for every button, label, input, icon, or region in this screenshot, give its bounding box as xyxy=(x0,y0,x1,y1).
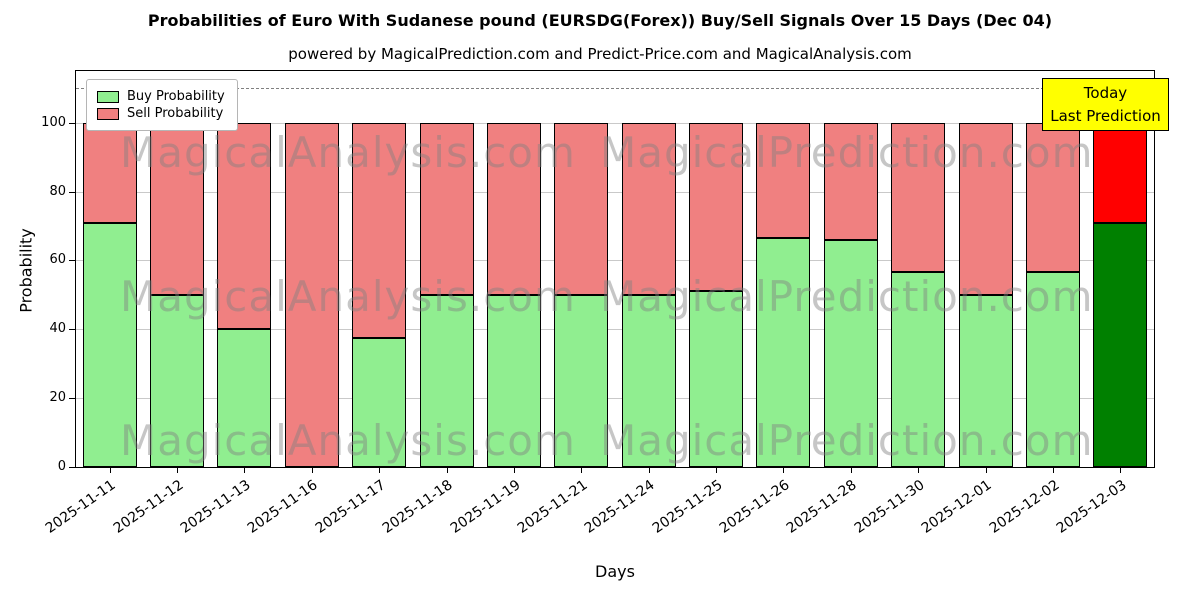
legend-swatch-sell xyxy=(97,107,119,120)
legend: Buy Probability Sell Probability xyxy=(86,79,238,131)
bar-buy-segment xyxy=(1025,272,1080,467)
bar-sell-segment xyxy=(756,122,811,238)
bar-sell-segment xyxy=(352,122,407,338)
x-tick-mark xyxy=(1120,468,1122,473)
bar-sell-segment xyxy=(554,122,609,295)
bar-buy-segment xyxy=(419,294,474,467)
bar-buy-segment xyxy=(82,222,137,467)
bar-buy-segment xyxy=(1093,222,1148,467)
x-tick-label: 2025-11-11 xyxy=(43,477,119,537)
bar-sell-segment xyxy=(823,122,878,240)
bar-sell-segment xyxy=(1093,122,1148,223)
legend-label-sell: Sell Probability xyxy=(127,106,224,121)
gridline xyxy=(76,329,1154,331)
x-tick-label: 2025-11-24 xyxy=(582,477,658,537)
y-tick-label: 100 xyxy=(41,114,66,130)
x-tick-mark xyxy=(581,468,583,473)
bar-sell-segment xyxy=(150,122,205,295)
x-tick-mark xyxy=(918,468,920,473)
bar-buy-segment xyxy=(823,239,878,467)
bar-sell-segment xyxy=(689,122,744,292)
legend-row-sell: Sell Probability xyxy=(97,106,225,121)
bar-sell-segment xyxy=(82,122,137,223)
y-tick-mark xyxy=(69,467,75,468)
x-tick-mark xyxy=(177,468,179,473)
bar-buy-segment xyxy=(352,337,407,467)
x-tick-mark xyxy=(446,468,448,473)
today-annotation-line1: Today xyxy=(1083,84,1128,102)
bar-buy-segment xyxy=(891,272,946,467)
plot-area: Buy Probability Sell Probability xyxy=(75,70,1155,468)
bar-sell-segment xyxy=(284,122,339,467)
bar-sell-segment xyxy=(621,122,676,295)
x-tick-mark xyxy=(985,468,987,473)
y-tick-label: 60 xyxy=(49,252,66,268)
x-tick-mark xyxy=(1052,468,1054,473)
bar-sell-segment xyxy=(958,122,1013,295)
gridline xyxy=(76,260,1154,262)
legend-label-buy: Buy Probability xyxy=(127,89,225,104)
x-tick-label: 2025-11-30 xyxy=(851,477,928,537)
x-tick-mark xyxy=(783,468,785,473)
legend-row-buy: Buy Probability xyxy=(97,89,225,104)
x-tick-label: 2025-11-13 xyxy=(177,477,254,537)
x-tick-label: 2025-12-01 xyxy=(918,477,995,537)
y-tick-mark xyxy=(69,260,75,262)
bar-sell-segment xyxy=(1025,122,1080,273)
bar-buy-segment xyxy=(486,294,541,467)
today-annotation: Today Last Prediction xyxy=(1042,78,1169,131)
x-tick-mark xyxy=(648,468,650,473)
x-tick-label: 2025-11-16 xyxy=(245,477,321,537)
x-tick-label: 2025-11-18 xyxy=(379,477,456,537)
y-tick-mark xyxy=(69,122,75,124)
y-tick-label: 20 xyxy=(49,390,66,406)
y-tick-label: 0 xyxy=(57,459,66,474)
bar-sell-segment xyxy=(486,122,541,295)
chart-title: Probabilities of Euro With Sudanese poun… xyxy=(147,11,1053,30)
bar-buy-segment xyxy=(689,291,744,467)
dashed-line xyxy=(76,88,1154,90)
gridline xyxy=(76,398,1154,400)
gridline xyxy=(76,191,1154,193)
x-tick-label: 2025-12-03 xyxy=(1053,477,1130,537)
x-tick-label: 2025-11-12 xyxy=(110,477,187,537)
bar-buy-segment xyxy=(958,294,1013,467)
x-tick-label: 2025-11-25 xyxy=(649,477,726,537)
x-tick-label: 2025-11-17 xyxy=(312,477,389,537)
bar-buy-segment xyxy=(217,329,272,467)
y-tick-mark xyxy=(69,398,75,400)
y-tick-label: 40 xyxy=(49,321,66,337)
y-tick-mark xyxy=(69,191,75,193)
x-tick-mark xyxy=(513,468,515,473)
chart-subtitle: powered by MagicalPrediction.com and Pre… xyxy=(288,45,912,63)
y-axis-label: Probability xyxy=(16,228,36,313)
x-tick-label: 2025-11-21 xyxy=(514,477,591,537)
legend-swatch-buy xyxy=(97,90,119,103)
bar-sell-segment xyxy=(217,122,272,330)
x-tick-label: 2025-11-28 xyxy=(784,477,860,537)
bar-buy-segment xyxy=(150,294,205,467)
x-tick-mark xyxy=(244,468,246,473)
x-tick-mark xyxy=(311,468,313,473)
y-tick-mark xyxy=(69,329,75,331)
x-axis-label: Days xyxy=(595,562,635,581)
x-tick-mark xyxy=(716,468,718,473)
bar-buy-segment xyxy=(621,294,676,467)
y-tick-label: 80 xyxy=(49,183,66,199)
x-tick-label: 2025-11-19 xyxy=(447,477,524,537)
x-tick-mark xyxy=(850,468,852,473)
bar-buy-segment xyxy=(554,294,609,467)
gridline xyxy=(76,122,1154,124)
x-tick-mark xyxy=(379,468,381,473)
x-tick-label: 2025-12-02 xyxy=(986,477,1063,537)
x-tick-mark xyxy=(109,468,111,473)
x-tick-label: 2025-11-26 xyxy=(716,477,793,537)
bar-sell-segment xyxy=(891,122,946,273)
bar-sell-segment xyxy=(419,122,474,295)
bar-buy-segment xyxy=(756,238,811,467)
today-annotation-line2: Last Prediction xyxy=(1050,106,1161,125)
